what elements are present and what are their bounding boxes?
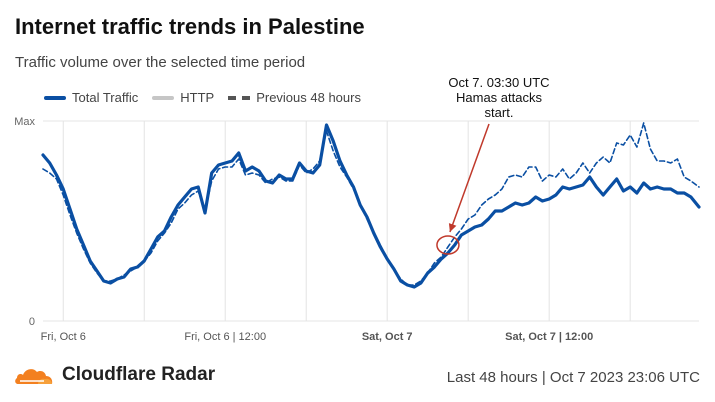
legend-label-previous: Previous 48 hours	[256, 90, 361, 105]
annotation-line-3: start.	[484, 105, 514, 120]
chart-legend: Total Traffic HTTP Previous 48 hours	[44, 90, 361, 105]
legend-swatch-previous	[228, 95, 251, 100]
page-title: Internet traffic trends in Palestine	[15, 14, 365, 39]
brand-name: Cloudflare Radar	[62, 364, 216, 385]
annotation-line-2: Hamas attacks	[456, 90, 542, 105]
annotation-circle	[436, 235, 460, 255]
annotation-line-1: Oct 7. 03:30 UTC	[448, 75, 550, 90]
annotation-text: Oct 7. 03:30 UTC Hamas attacks start.	[434, 75, 564, 120]
x-tick-label-1: Fri, Oct 6 | 12:00	[184, 331, 266, 343]
legend-item-http[interactable]: HTTP	[152, 90, 214, 105]
legend-item-previous[interactable]: Previous 48 hours	[228, 90, 361, 105]
legend-item-total[interactable]: Total Traffic	[44, 90, 138, 105]
legend-swatch-http	[152, 95, 175, 100]
x-tick-label-3: Sat, Oct 7 | 12:00	[505, 331, 593, 343]
y-tick-label-0: 0	[29, 316, 35, 328]
legend-label-http: HTTP	[180, 90, 215, 105]
series-line-previous-48-hours	[42, 122, 700, 286]
y-tick-label-1: Max	[14, 116, 35, 128]
legend-label-total: Total Traffic	[72, 90, 139, 105]
x-tick-label-2: Sat, Oct 7	[362, 331, 413, 343]
legend-swatch-total	[44, 95, 66, 100]
cloud-icon	[15, 369, 53, 384]
time-range-label: Last 48 hours | Oct 7 2023 23:06 UTC	[446, 369, 700, 386]
x-tick-label-0: Fri, Oct 6	[41, 331, 86, 343]
page-subtitle: Traffic volume over the selected time pe…	[15, 54, 306, 71]
annotation-arrow-line	[449, 123, 490, 233]
cloudflare-logo: Cloudflare Radar	[14, 364, 215, 386]
annotation-arrow-head	[448, 223, 457, 232]
series-line-total-traffic	[41, 123, 701, 289]
